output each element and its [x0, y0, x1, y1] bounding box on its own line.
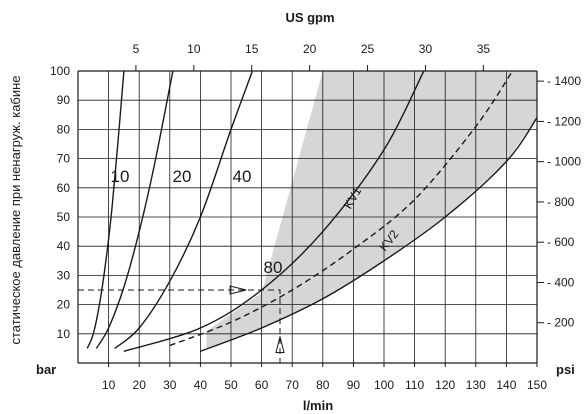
x-bottom-tick-label: 90	[347, 378, 361, 392]
series-label-20: 20	[173, 167, 192, 186]
x-bottom-tick-label: 40	[194, 378, 208, 392]
x-top-tick-label: 25	[361, 42, 375, 56]
x-top-tick-label: 35	[477, 42, 491, 56]
y-left-tick-label: 30	[57, 268, 71, 282]
x-bottom-tick-label: 80	[316, 378, 330, 392]
x-top-tick-label: 5	[133, 42, 140, 56]
x-bottom-tick-label: 50	[224, 378, 238, 392]
y-right-tick-label: - 400	[547, 275, 575, 289]
y-left-tick-label: 10	[57, 327, 71, 341]
x-bottom-tick-label: 130	[466, 378, 486, 392]
shaded-operating-region	[207, 71, 538, 348]
x-top-tick-label: 15	[245, 42, 259, 56]
y-right-unit-label: psi	[556, 362, 575, 377]
x-bottom-tick-label: 60	[255, 378, 269, 392]
y-left-unit-label: bar	[36, 362, 56, 377]
x-bottom-tick-label: 120	[435, 378, 455, 392]
y-left-tick-label: 60	[57, 181, 71, 195]
series-curve-10	[87, 71, 124, 348]
y-left-tick-label: 100	[50, 64, 70, 78]
x-bottom-tick-label: 110	[405, 378, 424, 392]
y-left-tick-label: 20	[57, 298, 71, 312]
x-top-tick-label: 10	[187, 42, 201, 56]
y-left-tick-label: 50	[57, 210, 71, 224]
shaded-region-layer	[207, 71, 538, 348]
y-right-tick-label: - 200	[547, 316, 575, 330]
x-bottom-tick-label: 10	[102, 378, 116, 392]
y-right-tick-label: - 600	[547, 235, 575, 249]
y-left-tick-label: 40	[57, 239, 71, 253]
x-bottom-axis-title: l/min	[303, 398, 333, 413]
y-right-tick-label: - 1400	[547, 74, 581, 88]
x-bottom-tick-label: 20	[133, 378, 147, 392]
series-label-80: 80	[264, 258, 283, 277]
y-left-tick-label: 80	[57, 122, 71, 136]
y-left-tick-label: 70	[57, 152, 71, 166]
x-top-tick-label: 20	[303, 42, 317, 56]
x-top-tick-label: 30	[419, 42, 433, 56]
x-top-axis-title: US gpm	[285, 10, 334, 25]
x-bottom-tick-label: 140	[496, 378, 516, 392]
series-label-40: 40	[233, 167, 252, 186]
x-bottom-tick-label: 100	[374, 378, 394, 392]
y-axis-title: статическое давление при ненагруж. кабин…	[8, 75, 23, 344]
y-right-tick-label: - 800	[547, 195, 575, 209]
series-curve-20	[96, 71, 172, 348]
series-curve-40	[115, 71, 253, 348]
series-label-10: 10	[111, 167, 130, 186]
x-bottom-tick-label: 70	[286, 378, 300, 392]
x-bottom-tick-label: 30	[163, 378, 177, 392]
y-right-tick-label: - 1200	[547, 114, 581, 128]
y-left-tick-label: 90	[57, 93, 71, 107]
y-right-tick-label: - 1000	[547, 155, 581, 169]
x-bottom-tick-label: 150	[527, 378, 547, 392]
